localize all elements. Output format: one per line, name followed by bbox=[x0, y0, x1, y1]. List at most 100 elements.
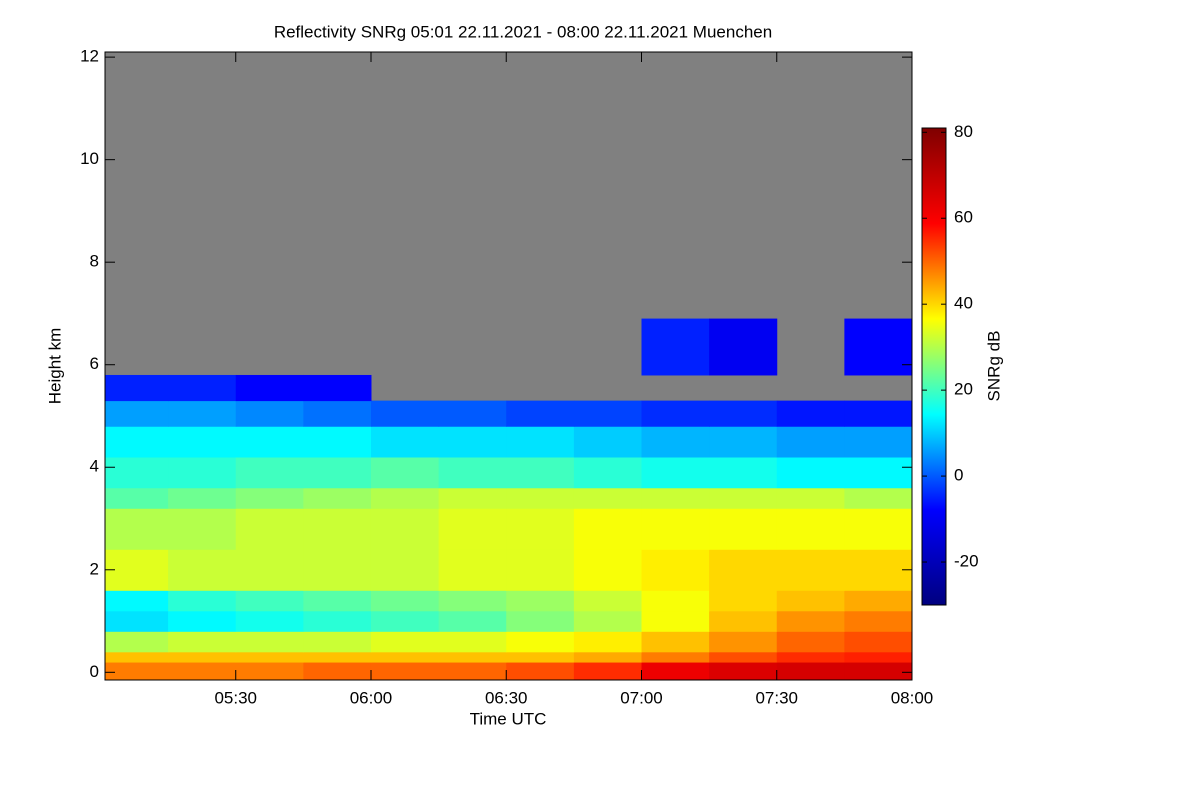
heatmap-cell bbox=[844, 456, 913, 489]
heatmap-cell bbox=[844, 426, 913, 458]
heatmap-cell bbox=[438, 456, 507, 489]
heatmap-cell bbox=[370, 610, 440, 632]
y-tick-label: 4 bbox=[90, 457, 99, 476]
heatmap-cell bbox=[573, 549, 642, 591]
x-tick-label: 06:30 bbox=[485, 688, 528, 707]
heatmap-cell bbox=[506, 662, 575, 681]
y-tick-label: 12 bbox=[80, 47, 99, 66]
heatmap-cell bbox=[506, 400, 575, 427]
heatmap-cell bbox=[105, 590, 169, 612]
heatmap-cell bbox=[641, 426, 710, 458]
heatmap-cell bbox=[370, 508, 440, 550]
heatmap-cell bbox=[303, 456, 372, 489]
heatmap-cell bbox=[709, 487, 778, 509]
heatmap-cell bbox=[168, 374, 237, 402]
heatmap-cell bbox=[303, 662, 372, 681]
heatmap-cell bbox=[438, 400, 507, 427]
heatmap-cell bbox=[303, 651, 372, 663]
y-tick-label: 2 bbox=[90, 559, 99, 578]
heatmap-cell bbox=[776, 662, 845, 681]
heatmap-cell bbox=[709, 318, 778, 376]
heatmap-cell bbox=[168, 426, 237, 458]
heatmap-cell bbox=[641, 631, 710, 653]
heatmap-cell bbox=[303, 590, 372, 612]
heatmap-cell bbox=[776, 631, 845, 653]
heatmap-cell bbox=[303, 487, 372, 509]
heatmap-cell bbox=[438, 487, 507, 509]
colorbar-tick-label: 60 bbox=[954, 208, 973, 227]
heatmap-cell bbox=[168, 456, 237, 489]
heatmap-cell bbox=[573, 487, 642, 509]
x-tick-label: 08:00 bbox=[891, 688, 934, 707]
heatmap-cell bbox=[235, 631, 304, 653]
heatmap-cell bbox=[168, 651, 237, 663]
heatmap-cell bbox=[709, 400, 778, 427]
heatmap-cell bbox=[641, 400, 710, 427]
heatmap-cell bbox=[844, 318, 913, 376]
heatmap-cell bbox=[641, 456, 710, 489]
y-tick-label: 6 bbox=[90, 354, 99, 373]
heatmap-cell bbox=[709, 456, 778, 489]
heatmap-cell bbox=[105, 549, 169, 591]
heatmap-cell bbox=[776, 651, 845, 663]
heatmap-cell bbox=[235, 662, 304, 681]
heatmap-cell bbox=[844, 651, 913, 663]
heatmap-cell bbox=[438, 590, 507, 612]
heatmap-cell bbox=[776, 487, 845, 509]
heatmap-cell bbox=[573, 610, 642, 632]
heatmap-cell bbox=[776, 456, 845, 489]
heatmap-cell bbox=[506, 508, 575, 550]
heatmap-cell bbox=[235, 456, 304, 489]
y-axis-label: Height km bbox=[45, 328, 64, 405]
heatmap-cell bbox=[709, 610, 778, 632]
heatmap-cell bbox=[168, 662, 237, 681]
heatmap-cell bbox=[506, 549, 575, 591]
heatmap-cell bbox=[370, 549, 440, 591]
heatmap-cell bbox=[303, 631, 372, 653]
heatmap-cell bbox=[235, 549, 304, 591]
heatmap-cell bbox=[844, 662, 913, 681]
heatmap-cell bbox=[641, 508, 710, 550]
x-tick-label: 07:30 bbox=[755, 688, 798, 707]
heatmap-cell bbox=[641, 487, 710, 509]
heatmap-cell bbox=[641, 590, 710, 612]
heatmap-cell bbox=[370, 590, 440, 612]
colorbar-label: SNRg dB bbox=[984, 331, 1003, 402]
heatmap-cell bbox=[235, 651, 304, 663]
heatmap-cell bbox=[641, 610, 710, 632]
heatmap-cell bbox=[168, 590, 237, 612]
heatmap-cell bbox=[709, 590, 778, 612]
heatmap-cell bbox=[506, 610, 575, 632]
heatmap-cell bbox=[370, 651, 440, 663]
heatmap-cell bbox=[709, 651, 778, 663]
chart-title: Reflectivity SNRg 05:01 22.11.2021 - 08:… bbox=[274, 22, 772, 41]
heatmap-cell bbox=[709, 508, 778, 550]
heatmap-cell bbox=[641, 662, 710, 681]
heatmap-cell bbox=[235, 374, 304, 402]
heatmap-cell bbox=[370, 426, 440, 458]
heatmap-cell bbox=[844, 610, 913, 632]
heatmap-cell bbox=[105, 662, 169, 681]
heatmap-cell bbox=[573, 400, 642, 427]
heatmap-cell bbox=[709, 631, 778, 653]
heatmap-cell bbox=[370, 400, 440, 427]
heatmap-cell bbox=[235, 426, 304, 458]
heatmap-cell bbox=[438, 662, 507, 681]
heatmap-cell bbox=[776, 610, 845, 632]
heatmap-cell bbox=[438, 508, 507, 550]
heatmap-cell bbox=[506, 487, 575, 509]
colorbar-tick-label: -20 bbox=[954, 552, 979, 571]
heatmap-cell bbox=[105, 631, 169, 653]
heatmap-cell bbox=[709, 549, 778, 591]
heatmap-cell bbox=[506, 456, 575, 489]
heatmap-cell bbox=[303, 374, 372, 402]
heatmap-cell bbox=[235, 610, 304, 632]
heatmap-cell bbox=[105, 456, 169, 489]
heatmap-cell bbox=[573, 426, 642, 458]
heatmap-cell bbox=[438, 610, 507, 632]
heatmap-cell bbox=[709, 662, 778, 681]
heatmap-cell bbox=[776, 549, 845, 591]
x-axis-label: Time UTC bbox=[470, 709, 547, 728]
y-tick-label: 10 bbox=[80, 149, 99, 168]
